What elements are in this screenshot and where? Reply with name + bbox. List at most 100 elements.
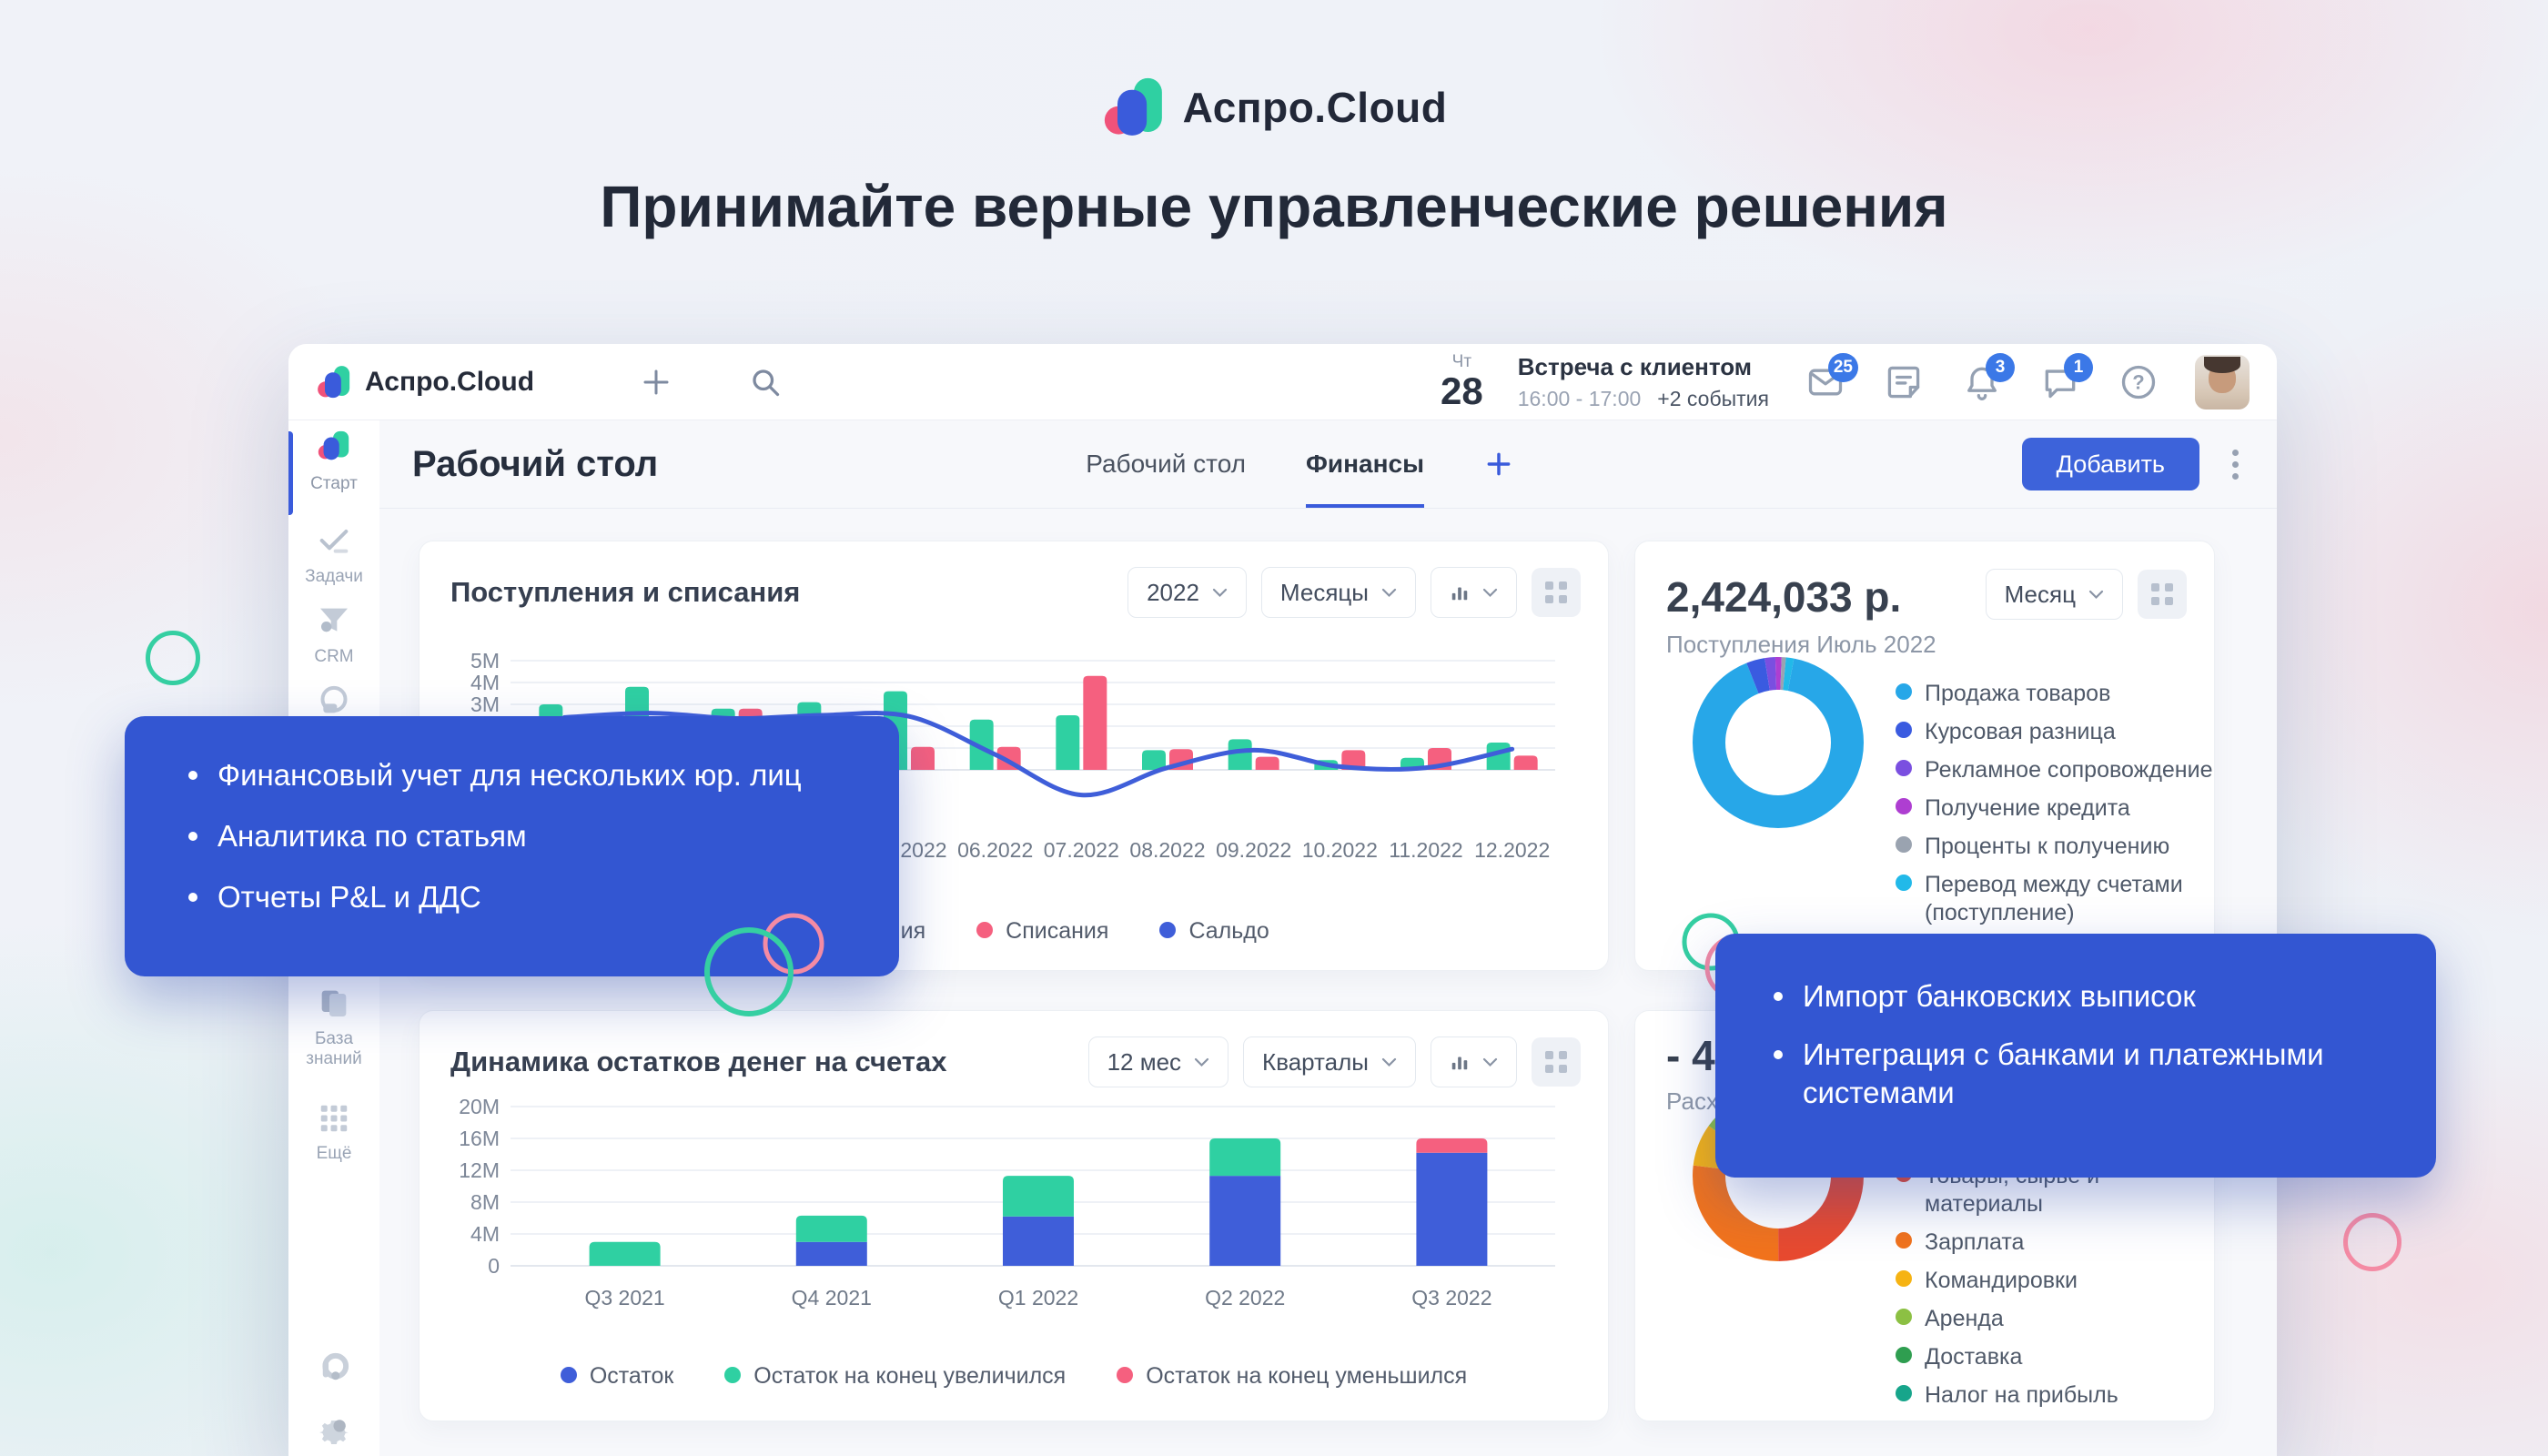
granularity-dropdown[interactable]: Кварталы: [1243, 1036, 1416, 1087]
day-number: 28: [1441, 369, 1483, 412]
notes-button[interactable]: [1882, 360, 1926, 404]
sidebar-item-support[interactable]: [288, 1349, 379, 1391]
weekday-label: Чт: [1451, 352, 1472, 371]
start-icon: [318, 430, 349, 460]
coin-icon: [320, 685, 348, 713]
svg-text:4M: 4M: [470, 671, 500, 694]
user-avatar[interactable]: [2195, 354, 2250, 410]
event-title: Встреча с клиентом: [1517, 352, 1753, 380]
svg-text:20M: 20M: [459, 1095, 500, 1118]
decor-rings-left-callout: [704, 913, 824, 1016]
callout-bank-features: Импорт банковских выписок Интеграция с б…: [1715, 934, 2436, 1178]
mail-button[interactable]: 25: [1804, 352, 1858, 404]
svg-text:08.2022: 08.2022: [1129, 838, 1205, 862]
chart-type-dropdown[interactable]: [1431, 1036, 1517, 1087]
callout-item: Финансовый учет для нескольких юр. лиц: [181, 756, 863, 794]
create-button[interactable]: [634, 360, 678, 404]
legend-label: Остаток на конец уменьшился: [1146, 1363, 1468, 1389]
svg-text:Q3 2022: Q3 2022: [1411, 1286, 1491, 1309]
help-button[interactable]: ?: [2117, 360, 2160, 404]
add-widget-button[interactable]: Добавить: [2021, 438, 2199, 490]
legend-dot: [1896, 836, 1912, 853]
svg-text:5M: 5M: [470, 649, 500, 672]
chevron-down-icon: [1381, 588, 1397, 597]
more-grid-icon: [320, 1105, 348, 1132]
drag-handle[interactable]: [1532, 568, 1581, 617]
calendar-date[interactable]: Чт 28: [1441, 353, 1483, 410]
legend-label: Перевод между счетами (поступление): [1925, 872, 2183, 925]
expenses-subtitle: Расх: [1666, 1087, 1718, 1115]
legend-dot: [976, 922, 994, 938]
card-income-breakdown: 2,424,033 р. Поступления Июль 2022 Месяц…: [1634, 541, 2215, 971]
event-time: 16:00 - 17:00: [1517, 386, 1642, 410]
app-brand-name: Аспро.Cloud: [365, 366, 535, 397]
legend-dot: [1896, 722, 1912, 738]
period-dropdown[interactable]: Месяц: [1985, 569, 2123, 620]
chevron-down-icon: [1381, 1057, 1397, 1067]
sidebar-item-more[interactable]: Ещё: [288, 1101, 379, 1164]
sidebar-item-start[interactable]: Старт: [288, 428, 379, 515]
svg-text:16M: 16M: [459, 1127, 500, 1150]
chevron-down-icon: [1482, 1057, 1498, 1067]
legend-dot: [1896, 683, 1912, 700]
sidebar-item-tasks[interactable]: Задачи: [288, 522, 379, 587]
content-header: Рабочий стол Рабочий стол Финансы Добави…: [379, 420, 2277, 509]
range-filter-dropdown[interactable]: 12 мес: [1087, 1036, 1229, 1087]
drag-handle[interactable]: [2138, 570, 2187, 619]
legend-label: Списания: [1006, 918, 1109, 944]
app-topbar: Аспро.Cloud Чт 28 Встреча с клиентом 16:…: [288, 344, 2277, 420]
svg-text:12.2022: 12.2022: [1474, 838, 1550, 862]
svg-text:3M: 3M: [470, 693, 500, 716]
svg-text:09.2022: 09.2022: [1216, 838, 1291, 862]
granularity-dropdown[interactable]: Месяцы: [1260, 567, 1416, 618]
svg-text:Q1 2022: Q1 2022: [998, 1286, 1078, 1309]
callout-item: Импорт банковских выписок: [1766, 977, 2400, 1016]
legend-label: Командировки: [1925, 1268, 2078, 1293]
legend-dot: [1117, 1367, 1134, 1383]
sidebar-item-label: Старт: [310, 474, 358, 493]
dashboard-tabs: Рабочий стол Финансы: [1086, 420, 1424, 508]
sidebar-item-label: CRM: [314, 647, 354, 666]
tab-finance[interactable]: Финансы: [1305, 420, 1424, 508]
callout-item: Аналитика по статьям: [181, 817, 863, 855]
year-filter-dropdown[interactable]: 2022: [1127, 567, 1247, 618]
tab-desktop[interactable]: Рабочий стол: [1086, 450, 1246, 478]
upcoming-event[interactable]: Встреча с клиентом 16:00 - 17:00 +2 событ…: [1518, 353, 1769, 411]
legend-dot: [1896, 875, 1912, 891]
sidebar-item-settings[interactable]: [288, 1412, 379, 1455]
chat-button[interactable]: 1: [2038, 352, 2093, 404]
svg-text:12M: 12M: [459, 1158, 500, 1182]
legend-label: Налог на прибыль: [1925, 1382, 2118, 1408]
brand-header: Аспро.Cloud: [0, 75, 2548, 140]
add-tab-button[interactable]: [1484, 420, 1513, 508]
notifications-button[interactable]: 3: [1960, 352, 2015, 404]
decor-ring-teal-left: [146, 631, 200, 685]
sidebar-item-knowledge-base[interactable]: База знаний: [288, 985, 379, 1070]
svg-text:11.2022: 11.2022: [1389, 838, 1462, 862]
sidebar-item-finance[interactable]: [288, 682, 379, 723]
chevron-down-icon: [1482, 588, 1498, 597]
sidebar-item-crm[interactable]: CRM: [288, 602, 379, 667]
more-options-button[interactable]: [2227, 444, 2244, 485]
event-extra: +2 события: [1657, 386, 1769, 410]
legend-dot: [1896, 1309, 1912, 1325]
legend-label: Зарплата: [1925, 1229, 2025, 1255]
card-balance-dynamics: 20M 16M 12M 8M 4M 0 Q3 2021 Q4 2021 Q1 2022 Q2 20…: [419, 1010, 1609, 1421]
legend-label: Продажа товаров: [1925, 681, 2111, 706]
callout-item: Интеграция с банками и платежными систем…: [1766, 1036, 2400, 1112]
notifications-badge: 3: [1986, 352, 2015, 382]
headline: Принимайте верные управленческие решения: [600, 174, 1948, 239]
legend-label: Остаток: [589, 1363, 674, 1389]
decor-ring-pink-bottom-right: [2343, 1213, 2401, 1271]
search-button[interactable]: [743, 360, 787, 404]
expenses-legend: Товары, сырье и материалы Зарплата Коман…: [1896, 1162, 2216, 1410]
crm-funnel-icon: [320, 608, 348, 632]
brand-name: Аспро.Cloud: [1182, 84, 1448, 131]
svg-text:8M: 8M: [470, 1190, 500, 1214]
income-donut-chart: [1683, 647, 1874, 843]
chart-type-dropdown[interactable]: [1431, 567, 1517, 618]
legend-dot: [560, 1367, 577, 1383]
drag-handle[interactable]: [1532, 1037, 1581, 1087]
mail-badge: 25: [1827, 352, 1858, 382]
balance-legend: Остаток Остаток на конец увеличился Оста…: [420, 1363, 1608, 1390]
